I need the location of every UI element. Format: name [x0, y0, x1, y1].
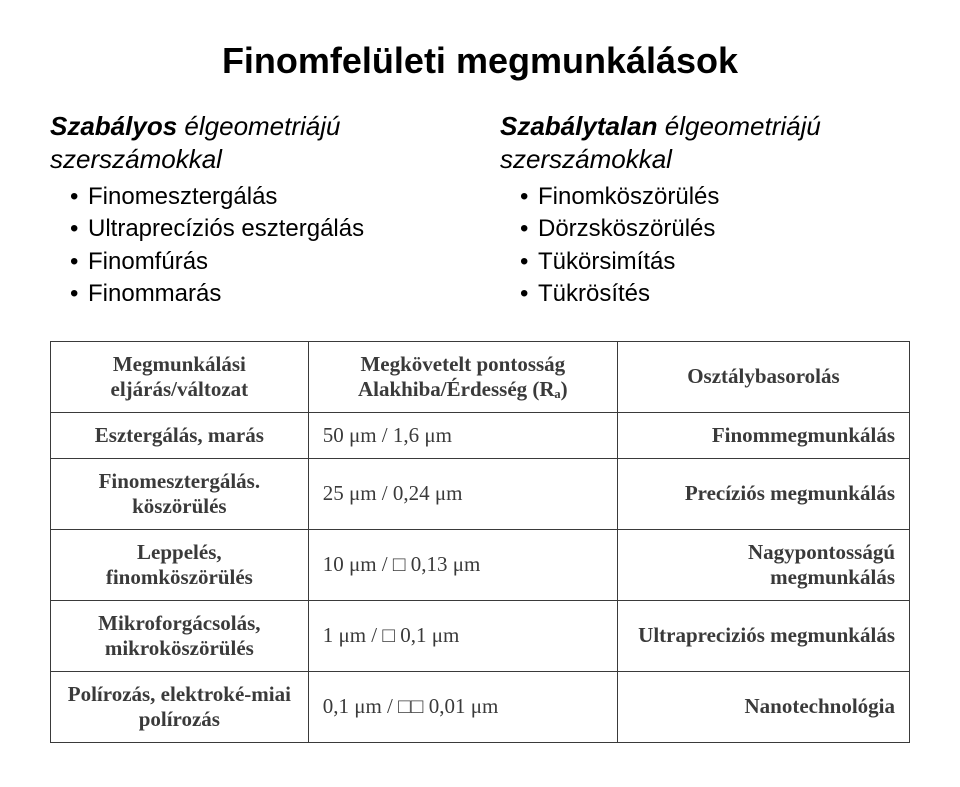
bullet-icon: • — [520, 246, 538, 278]
bullet-icon: • — [70, 181, 88, 213]
cell-process: Finomesztergálás. köszörülés — [51, 458, 309, 529]
header-precision: Megkövetelt pontosság Alakhiba/Érdesség … — [308, 341, 617, 412]
cell-class: Finommegmunkálás — [617, 412, 909, 458]
cell-precision: 25 μm / 0,24 μm — [308, 458, 617, 529]
cell-process: Mikroforgácsolás, mikroköszörülés — [51, 600, 309, 671]
table-header-row: Megmunkálási eljárás/változat Megkövetel… — [51, 341, 910, 412]
item-text: Ultraprecíziós esztergálás — [88, 213, 364, 245]
cell-precision: 1 μm / □ 0,1 μm — [308, 600, 617, 671]
list-item: •Tükrösítés — [520, 278, 910, 310]
cell-class: Ultrapreciziós megmunkálás — [617, 600, 909, 671]
cell-process: Leppelés, finomköszörülés — [51, 529, 309, 600]
item-text: Finommarás — [88, 278, 221, 310]
bullet-icon: • — [70, 278, 88, 310]
left-column: Szabályos élgeometriájú szerszámokkal •F… — [50, 110, 460, 311]
bullet-icon: • — [70, 213, 88, 245]
table-row: Mikroforgácsolás, mikroköszörülés 1 μm /… — [51, 600, 910, 671]
page-title: Finomfelületi megmunkálások — [50, 40, 910, 82]
cell-process: Esztergálás, marás — [51, 412, 309, 458]
list-item: •Tükörsimítás — [520, 246, 910, 278]
item-text: Finomköszörülés — [538, 181, 719, 213]
right-heading: Szabálytalan élgeometriájú szerszámokkal — [500, 110, 910, 175]
item-text: Finomfúrás — [88, 246, 208, 278]
left-heading: Szabályos élgeometriájú szerszámokkal — [50, 110, 460, 175]
item-text: Tükrösítés — [538, 278, 650, 310]
list-item: •Finomfúrás — [70, 246, 460, 278]
list-item: •Dörzsköszörülés — [520, 213, 910, 245]
cell-class: Precíziós megmunkálás — [617, 458, 909, 529]
list-item: •Finomköszörülés — [520, 181, 910, 213]
bullet-icon: • — [520, 213, 538, 245]
table-row: Polírozás, elektroké-miai polírozás 0,1 … — [51, 671, 910, 742]
cell-precision: 10 μm / □ 0,13 μm — [308, 529, 617, 600]
classification-table: Megmunkálási eljárás/változat Megkövetel… — [50, 341, 910, 743]
cell-precision: 0,1 μm / □□ 0,01 μm — [308, 671, 617, 742]
cell-process: Polírozás, elektroké-miai polírozás — [51, 671, 309, 742]
cell-precision: 50 μm / 1,6 μm — [308, 412, 617, 458]
bullet-icon: • — [520, 278, 538, 310]
cell-class: Nanotechnológia — [617, 671, 909, 742]
left-heading-bold: Szabályos — [50, 111, 177, 141]
list-item: •Finommarás — [70, 278, 460, 310]
table-row: Finomesztergálás. köszörülés 25 μm / 0,2… — [51, 458, 910, 529]
header-classification: Osztálybasorolás — [617, 341, 909, 412]
table-row: Leppelés, finomköszörülés 10 μm / □ 0,13… — [51, 529, 910, 600]
bullet-icon: • — [70, 246, 88, 278]
cell-class: Nagypontosságú megmunkálás — [617, 529, 909, 600]
header-process: Megmunkálási eljárás/változat — [51, 341, 309, 412]
item-text: Finomesztergálás — [88, 181, 277, 213]
right-column: Szabálytalan élgeometriájú szerszámokkal… — [500, 110, 910, 311]
list-item: •Ultraprecíziós esztergálás — [70, 213, 460, 245]
item-text: Dörzsköszörülés — [538, 213, 715, 245]
item-text: Tükörsimítás — [538, 246, 675, 278]
list-item: •Finomesztergálás — [70, 181, 460, 213]
table-row: Esztergálás, marás 50 μm / 1,6 μm Finomm… — [51, 412, 910, 458]
right-heading-bold: Szabálytalan — [500, 111, 658, 141]
bullet-icon: • — [520, 181, 538, 213]
two-column-lists: Szabályos élgeometriájú szerszámokkal •F… — [50, 110, 910, 311]
